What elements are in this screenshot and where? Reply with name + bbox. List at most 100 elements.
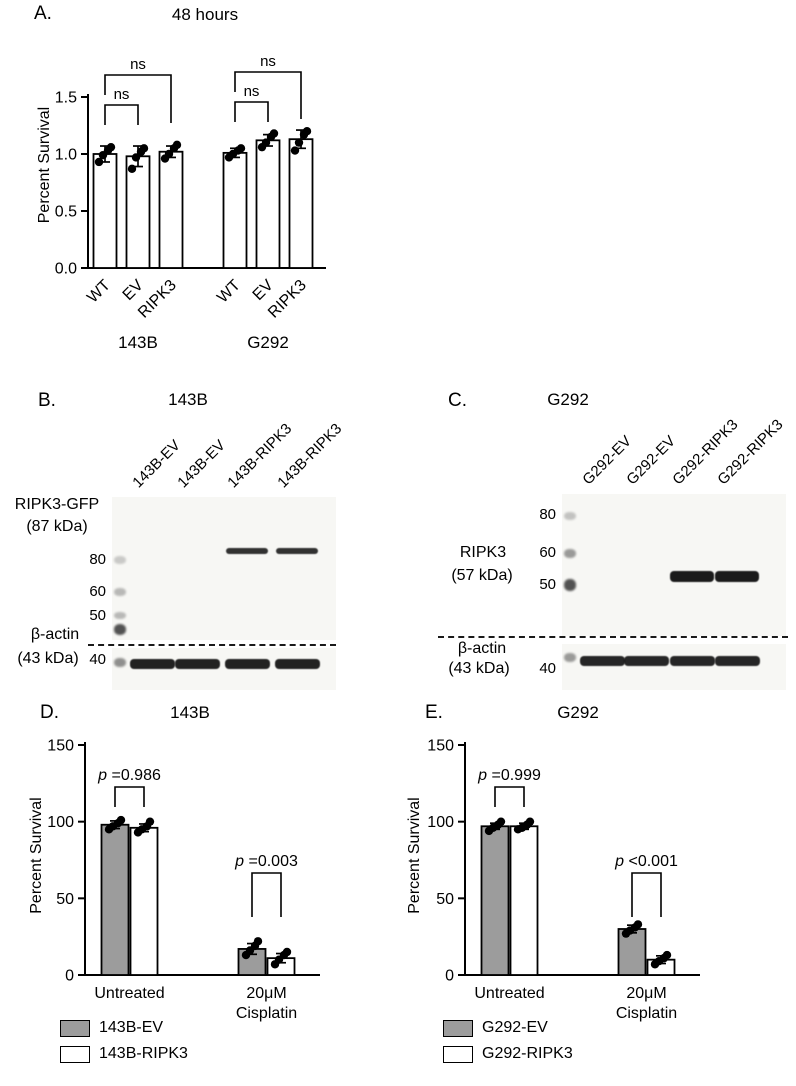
panel-b-target-blot — [112, 497, 336, 640]
panel-b-divider-line — [88, 644, 336, 646]
target-band — [670, 571, 714, 582]
data-point — [282, 947, 292, 957]
target-band — [715, 571, 759, 582]
x-tick-label: 20μM — [246, 985, 286, 1002]
significance-bracket — [114, 786, 145, 807]
significance-bracket — [251, 872, 282, 917]
panel-d-legend-label-ev: 143B-EV — [99, 1019, 164, 1036]
data-point — [633, 920, 643, 929]
ladder-band — [114, 556, 126, 564]
y-tick-label: 150 — [47, 738, 74, 755]
x-tick-label: EV — [250, 277, 277, 304]
lane-label: 143B-EV — [174, 436, 229, 492]
panel-e-legend-swatch-ripk3 — [443, 1045, 473, 1063]
loading-band — [669, 656, 715, 666]
data-point — [172, 140, 182, 150]
p-value-label: p =0.999 — [477, 767, 541, 784]
x-tick-label: EV — [120, 277, 147, 304]
loading-band — [274, 659, 320, 669]
bar — [222, 151, 248, 269]
data-point — [261, 138, 271, 147]
significance-bracket — [104, 74, 172, 123]
data-point — [127, 164, 137, 174]
panel-b-loading-label: β-actin — [30, 626, 80, 643]
data-point — [662, 950, 672, 960]
legend-row: 143B-EV — [60, 1018, 188, 1038]
mw-marker-80: 80 — [539, 506, 556, 523]
panel-b-letter: B. — [38, 390, 56, 411]
x-tick-label: RIPK3 — [135, 277, 180, 322]
x-tick-label: WT — [84, 277, 114, 307]
mw-marker-50: 50 — [89, 607, 106, 624]
data-point — [94, 157, 104, 167]
panel-b-title: 143B — [168, 390, 208, 409]
y-tick-label: 0 — [445, 968, 454, 985]
significance-bracket — [631, 872, 662, 917]
lane-label: 143B-EV — [129, 436, 184, 492]
data-point — [290, 146, 300, 155]
panel-d-letter: D. — [40, 702, 59, 723]
x-tick-label: Cisplatin — [616, 1005, 677, 1022]
panel-b-target-label: RIPK3-GFP — [14, 496, 100, 513]
legend-row: G292-EV — [443, 1018, 573, 1038]
panel-e-chart: 0 50 100 150 Untreated 20μM Cisplatin p =0.999 p… — [427, 738, 700, 1022]
y-tick-label: 50 — [436, 891, 454, 908]
bar — [125, 155, 151, 269]
data-point — [139, 144, 149, 153]
panel-c-loading-blot — [562, 644, 786, 690]
data-point — [525, 817, 535, 826]
data-point — [116, 815, 126, 825]
ladder-band — [564, 512, 576, 520]
legend-row: G292-RIPK3 — [443, 1044, 573, 1064]
panel-c-target-blot — [562, 494, 786, 636]
y-tick-label: 150 — [427, 738, 454, 755]
panel-b-target-kda: (87 kDa) — [26, 518, 88, 535]
loading-band — [224, 659, 270, 669]
x-tick-label: 20μM — [626, 985, 666, 1002]
y-tick-label: 100 — [427, 814, 454, 831]
data-point — [164, 149, 174, 159]
panel-b-loading-kda: (43 kDa) — [17, 650, 79, 667]
significance-bracket — [234, 101, 269, 122]
panel-b-marker-40: 40 — [89, 651, 106, 668]
ladder-band — [114, 624, 126, 635]
bar — [480, 825, 510, 976]
bar — [129, 826, 159, 976]
panel-d-title: 143B — [170, 703, 210, 722]
significance-label: ns — [130, 56, 146, 73]
significance-bracket — [494, 786, 525, 807]
x-tick-label: WT — [214, 277, 244, 307]
panel-c-marker-40: 40 — [539, 660, 556, 677]
mw-marker-80: 80 — [89, 551, 106, 568]
data-point — [131, 153, 141, 162]
panel-d-legend-swatch-ripk3 — [60, 1045, 90, 1063]
loading-band — [174, 659, 220, 669]
significance-label: ns — [260, 53, 276, 70]
bar — [509, 825, 539, 976]
loading-band — [579, 656, 625, 666]
loading-band — [129, 659, 175, 669]
panel-d-legend-label-ripk3: 143B-RIPK3 — [99, 1045, 188, 1062]
significance-label: ns — [114, 86, 130, 103]
panel-c-target-label: RIPK3 — [459, 544, 507, 561]
significance-label: ns — [244, 83, 260, 100]
ladder-band — [564, 579, 576, 591]
y-tick-label: 1.0 — [55, 147, 77, 164]
data-point — [236, 144, 246, 153]
x-tick-label: Untreated — [94, 985, 164, 1002]
significance-bracket — [104, 104, 139, 125]
bar — [158, 150, 184, 269]
data-point — [302, 127, 312, 136]
panel-d-legend-swatch-ev — [60, 1019, 90, 1037]
y-tick-label: 0.5 — [55, 204, 77, 221]
loading-band — [623, 656, 669, 666]
ladder-band — [114, 612, 126, 619]
panel-c-letter: C. — [448, 390, 467, 411]
panel-c-title: G292 — [547, 390, 589, 409]
y-tick-label: 100 — [47, 814, 74, 831]
target-band — [226, 548, 268, 554]
loading-band — [714, 656, 760, 666]
ladder-band — [564, 549, 576, 558]
panel-c-divider-line — [438, 636, 788, 638]
panel-e-letter: E. — [425, 702, 443, 723]
